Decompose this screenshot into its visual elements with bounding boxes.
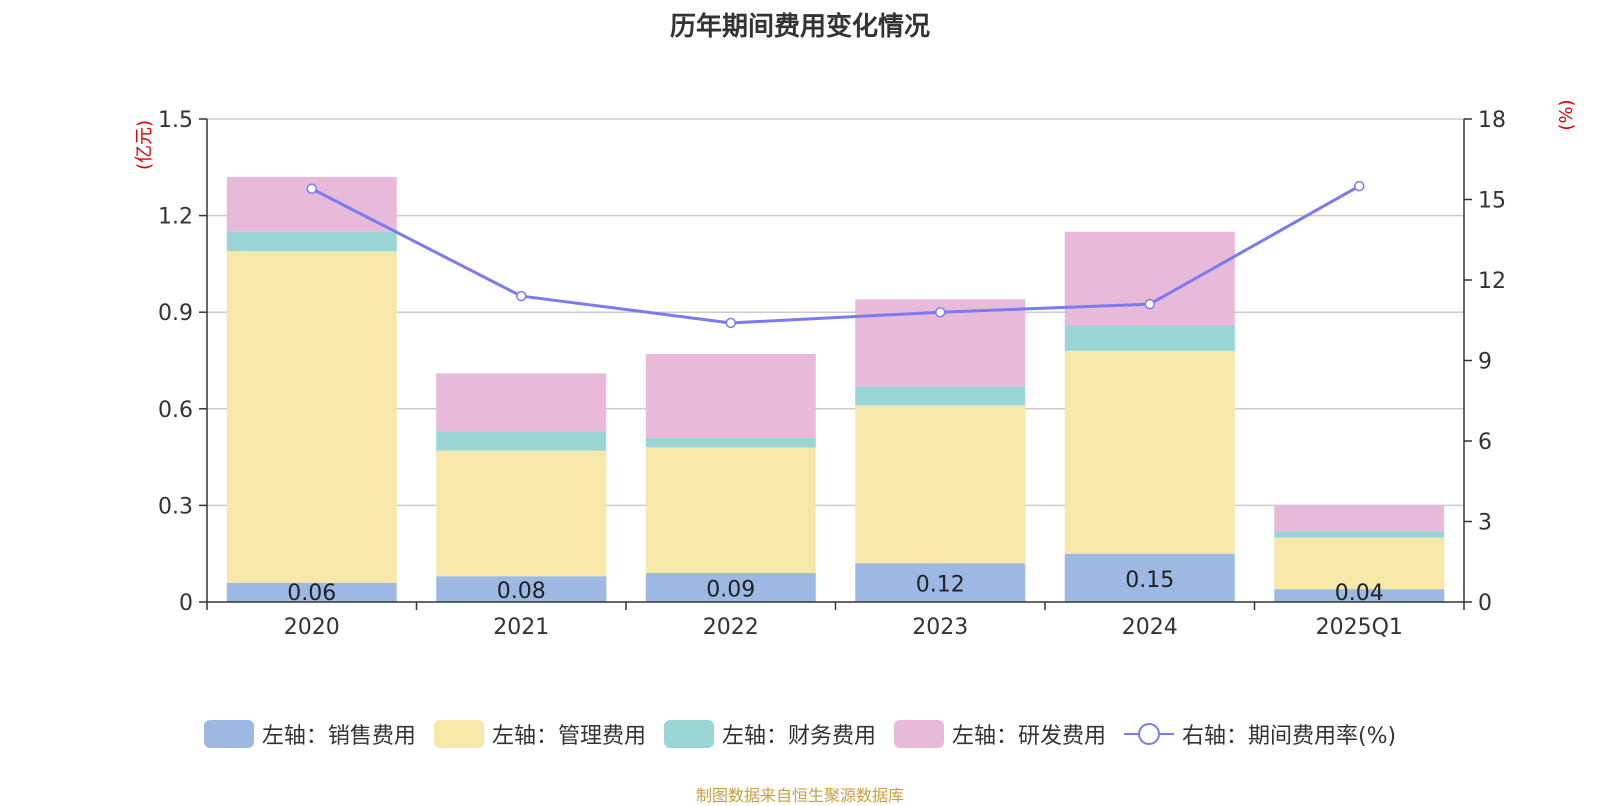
legend-swatch-admin <box>433 720 484 748</box>
left-tick-label: 0 <box>179 591 193 616</box>
legend-item-rd[interactable]: 左轴：研发费用 <box>893 718 1106 750</box>
bar-segment-1 <box>855 563 1026 602</box>
x-tick-label: 2023 <box>912 615 968 640</box>
legend-item-rate[interactable]: 右轴：期间费用率(%) <box>1123 718 1397 750</box>
x-tick-label: 2022 <box>703 615 759 640</box>
bar-segment-3 <box>645 437 816 448</box>
right-axis-unit-label: (%) <box>1556 99 1577 130</box>
legend: 左轴：销售费用 左轴：管理费用 左轴：财务费用 左轴：研发费用 右轴：期间费用率… <box>0 718 1600 750</box>
bar-segment-3 <box>1064 325 1235 351</box>
right-tick-label: 12 <box>1478 269 1506 294</box>
rate-point <box>725 317 736 329</box>
left-tick-label: 1.5 <box>158 108 193 133</box>
x-tick-label: 2025Q1 <box>1316 615 1403 640</box>
bar-segment-1 <box>645 573 816 602</box>
bar-segment-1 <box>226 582 397 602</box>
right-tick-label: 3 <box>1478 511 1492 536</box>
rate-point <box>516 290 527 302</box>
x-tick-label: 2021 <box>493 615 549 640</box>
rate-point <box>935 306 946 318</box>
x-tick-label: 2020 <box>284 615 340 640</box>
legend-label-admin: 左轴：管理费用 <box>491 724 646 749</box>
legend-swatch-rd <box>893 720 944 748</box>
bar-segment-2 <box>645 447 816 574</box>
legend-swatch-rate <box>1123 720 1174 748</box>
right-tick-label: 9 <box>1478 350 1492 375</box>
legend-item-sales[interactable]: 左轴：销售费用 <box>203 718 416 750</box>
bar-segment-1 <box>436 576 607 602</box>
source-note: 制图数据来自恒生聚源数据库 <box>695 786 904 805</box>
legend-swatch-finance <box>663 720 714 748</box>
x-tick-label: 2024 <box>1122 615 1178 640</box>
data-label: 0.09 <box>706 578 755 603</box>
data-label: 0.15 <box>1125 568 1174 593</box>
legend-label-sales: 左轴：销售费用 <box>261 724 416 749</box>
bar-segment-4 <box>436 373 607 432</box>
data-label: 0.12 <box>916 573 965 598</box>
left-tick-label: 1.2 <box>158 205 193 230</box>
left-tick-label: 0.9 <box>158 301 193 326</box>
right-tick-label: 0 <box>1478 591 1492 616</box>
left-tick-label: 0.6 <box>158 398 193 423</box>
bar-segment-4 <box>645 354 816 438</box>
bar-segment-3 <box>436 431 607 451</box>
bar-segment-3 <box>1274 531 1445 538</box>
legend-label-rd: 左轴：研发费用 <box>951 724 1106 749</box>
bar-segment-2 <box>436 450 607 577</box>
bar-segment-3 <box>226 231 397 252</box>
bar-segment-2 <box>855 405 1026 564</box>
right-tick-label: 18 <box>1478 108 1506 133</box>
bar-segment-1 <box>1064 553 1235 602</box>
legend-item-admin[interactable]: 左轴：管理费用 <box>433 718 646 750</box>
right-tick-label: 15 <box>1478 189 1506 214</box>
legend-label-finance: 左轴：财务费用 <box>721 724 876 749</box>
right-tick-label: 6 <box>1478 430 1492 455</box>
bar-segment-4 <box>1064 231 1235 326</box>
bar-segment-1 <box>1274 589 1445 602</box>
legend-item-finance[interactable]: 左轴：财务费用 <box>663 718 876 750</box>
bar-segment-4 <box>1274 505 1445 532</box>
bar-segment-2 <box>1274 537 1445 590</box>
rate-point <box>1144 298 1155 310</box>
data-label: 0.08 <box>497 579 546 604</box>
rate-point <box>306 183 317 195</box>
rate-point <box>1354 180 1365 192</box>
bar-segment-2 <box>226 251 397 583</box>
bar-segment-3 <box>855 386 1026 406</box>
left-axis-unit-label: (亿元) <box>134 120 155 170</box>
legend-swatch-sales <box>203 720 254 748</box>
legend-label-rate: 右轴：期间费用率(%) <box>1181 724 1397 749</box>
bar-segment-2 <box>1064 350 1235 554</box>
chart-title: 历年期间费用变化情况 <box>669 12 930 42</box>
left-tick-label: 0.3 <box>158 494 193 519</box>
rate-line <box>311 184 1360 325</box>
